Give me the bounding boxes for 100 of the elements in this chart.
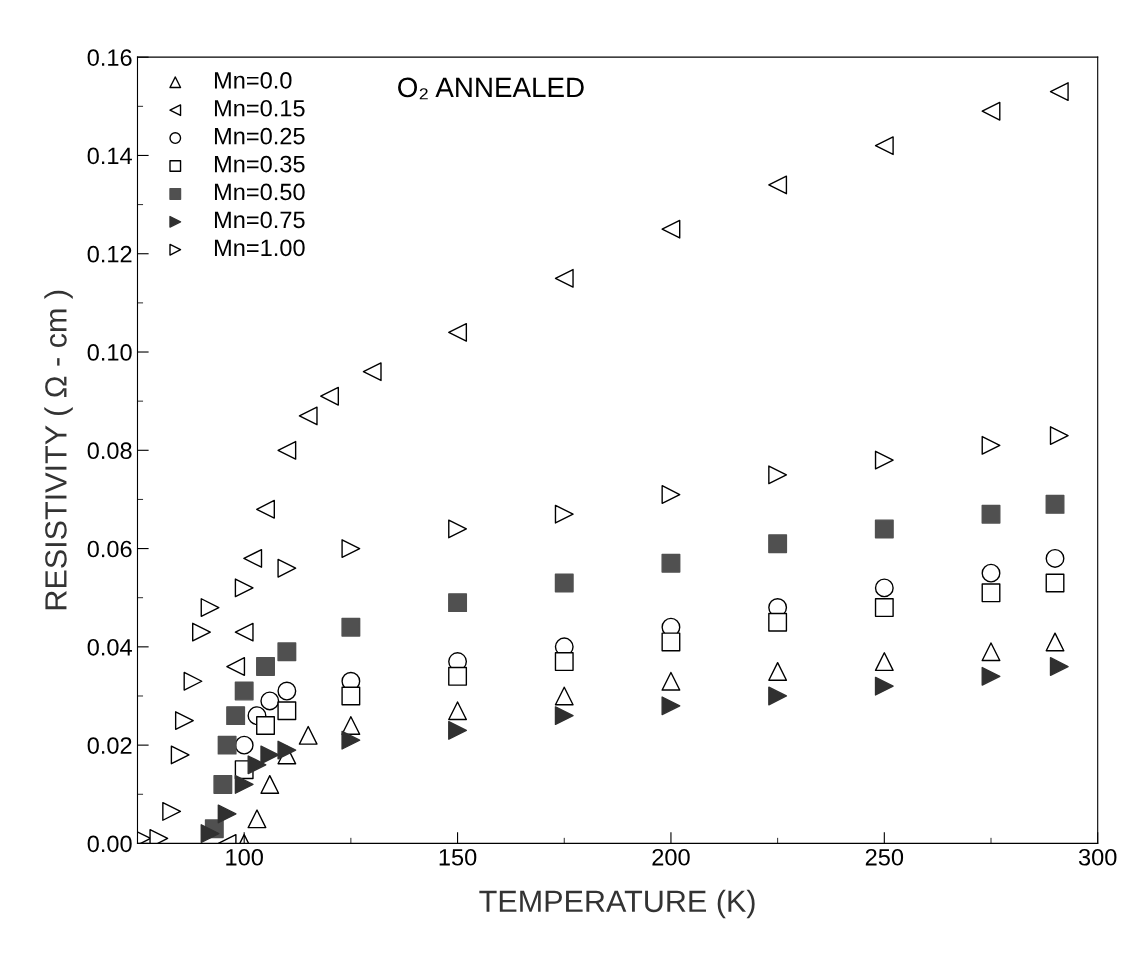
point: [234, 622, 254, 642]
point: [213, 774, 233, 794]
point: [448, 519, 468, 539]
x-tick-label: 150: [439, 848, 477, 866]
point: [661, 632, 681, 652]
y-axis-title: RESISTIVITY ( Ω - cm ): [44, 290, 73, 610]
point: [200, 824, 220, 844]
legend-label: Mn=0.35: [214, 155, 305, 173]
point: [256, 657, 275, 676]
point: [554, 504, 574, 524]
point: [448, 701, 468, 721]
point: [277, 701, 297, 721]
point: [661, 696, 681, 716]
point: [981, 642, 1001, 662]
y-tick-label: 0.04: [87, 638, 132, 656]
point: [341, 730, 361, 750]
point: [874, 578, 894, 598]
point: [1049, 82, 1069, 102]
x-tick-label: 100: [226, 848, 263, 866]
point: [1045, 573, 1065, 593]
point: [243, 548, 263, 568]
legend-label: Mn=0.15: [214, 99, 305, 117]
y-tick-label: 0.06: [87, 540, 132, 558]
point: [217, 804, 237, 824]
point: [256, 499, 275, 519]
point: [768, 534, 788, 554]
x-tick-label: 300: [1078, 848, 1117, 866]
point: [183, 671, 203, 691]
point: [234, 578, 254, 598]
point: [981, 583, 1001, 603]
x-axis-title: TEMPERATURE (K): [479, 889, 755, 919]
point: [247, 809, 267, 829]
legend-label: Mn=0.25: [214, 127, 305, 145]
point: [1049, 657, 1069, 676]
point: [874, 598, 894, 618]
point: [554, 652, 574, 672]
point: [341, 686, 361, 706]
point: [260, 745, 280, 765]
point: [192, 622, 211, 642]
y-tick-label: 0.16: [87, 49, 132, 66]
point: [226, 657, 246, 676]
point: [277, 740, 297, 760]
point: [234, 735, 254, 755]
y-tick-label: 0.10: [87, 344, 132, 361]
y-tick-label: 0.00: [87, 835, 132, 853]
point: [768, 686, 788, 706]
point: [170, 745, 190, 765]
point: [554, 706, 574, 726]
legend-label: Mn=0.75: [214, 211, 305, 229]
point: [217, 735, 237, 755]
y-tick-label: 0.14: [87, 147, 132, 165]
point: [1045, 548, 1065, 568]
point: [768, 465, 788, 485]
point: [362, 362, 382, 382]
point: [247, 755, 267, 775]
point: [277, 440, 297, 460]
point: [1045, 494, 1065, 514]
point: [341, 539, 361, 559]
point: [260, 774, 280, 794]
point: [874, 450, 894, 470]
point: [981, 666, 1001, 686]
legend-label: Mn=0.50: [214, 183, 305, 201]
point: [260, 691, 280, 711]
point: [661, 671, 681, 691]
legend-label: Mn=1.00: [214, 239, 305, 257]
point: [448, 322, 468, 342]
point: [277, 558, 297, 578]
x-tick-label: 250: [865, 848, 904, 866]
annotation: O₂ ANNEALED: [398, 77, 584, 100]
point: [298, 406, 318, 426]
point: [277, 681, 297, 701]
point: [874, 136, 894, 156]
point: [661, 553, 681, 573]
point: [661, 485, 681, 504]
point: [874, 519, 894, 539]
point: [981, 435, 1001, 455]
point: [554, 268, 574, 288]
point: [981, 563, 1001, 583]
point: [200, 598, 220, 618]
point: [768, 612, 788, 632]
y-tick-label: 0.12: [87, 245, 132, 263]
point: [554, 573, 574, 593]
point: [981, 504, 1001, 524]
point: [256, 715, 275, 735]
point: [554, 686, 574, 706]
point: [234, 681, 254, 701]
point: [768, 175, 788, 195]
point: [277, 642, 297, 662]
point: [298, 725, 318, 745]
legend-label: Mn=0.0: [214, 71, 292, 89]
point: [1045, 632, 1065, 652]
point: [162, 801, 182, 821]
point: [448, 593, 468, 613]
point: [341, 617, 361, 637]
point: [448, 666, 468, 686]
point: [448, 720, 468, 740]
point: [341, 715, 361, 735]
point: [234, 774, 254, 794]
point: [320, 386, 340, 406]
point: [661, 219, 681, 239]
